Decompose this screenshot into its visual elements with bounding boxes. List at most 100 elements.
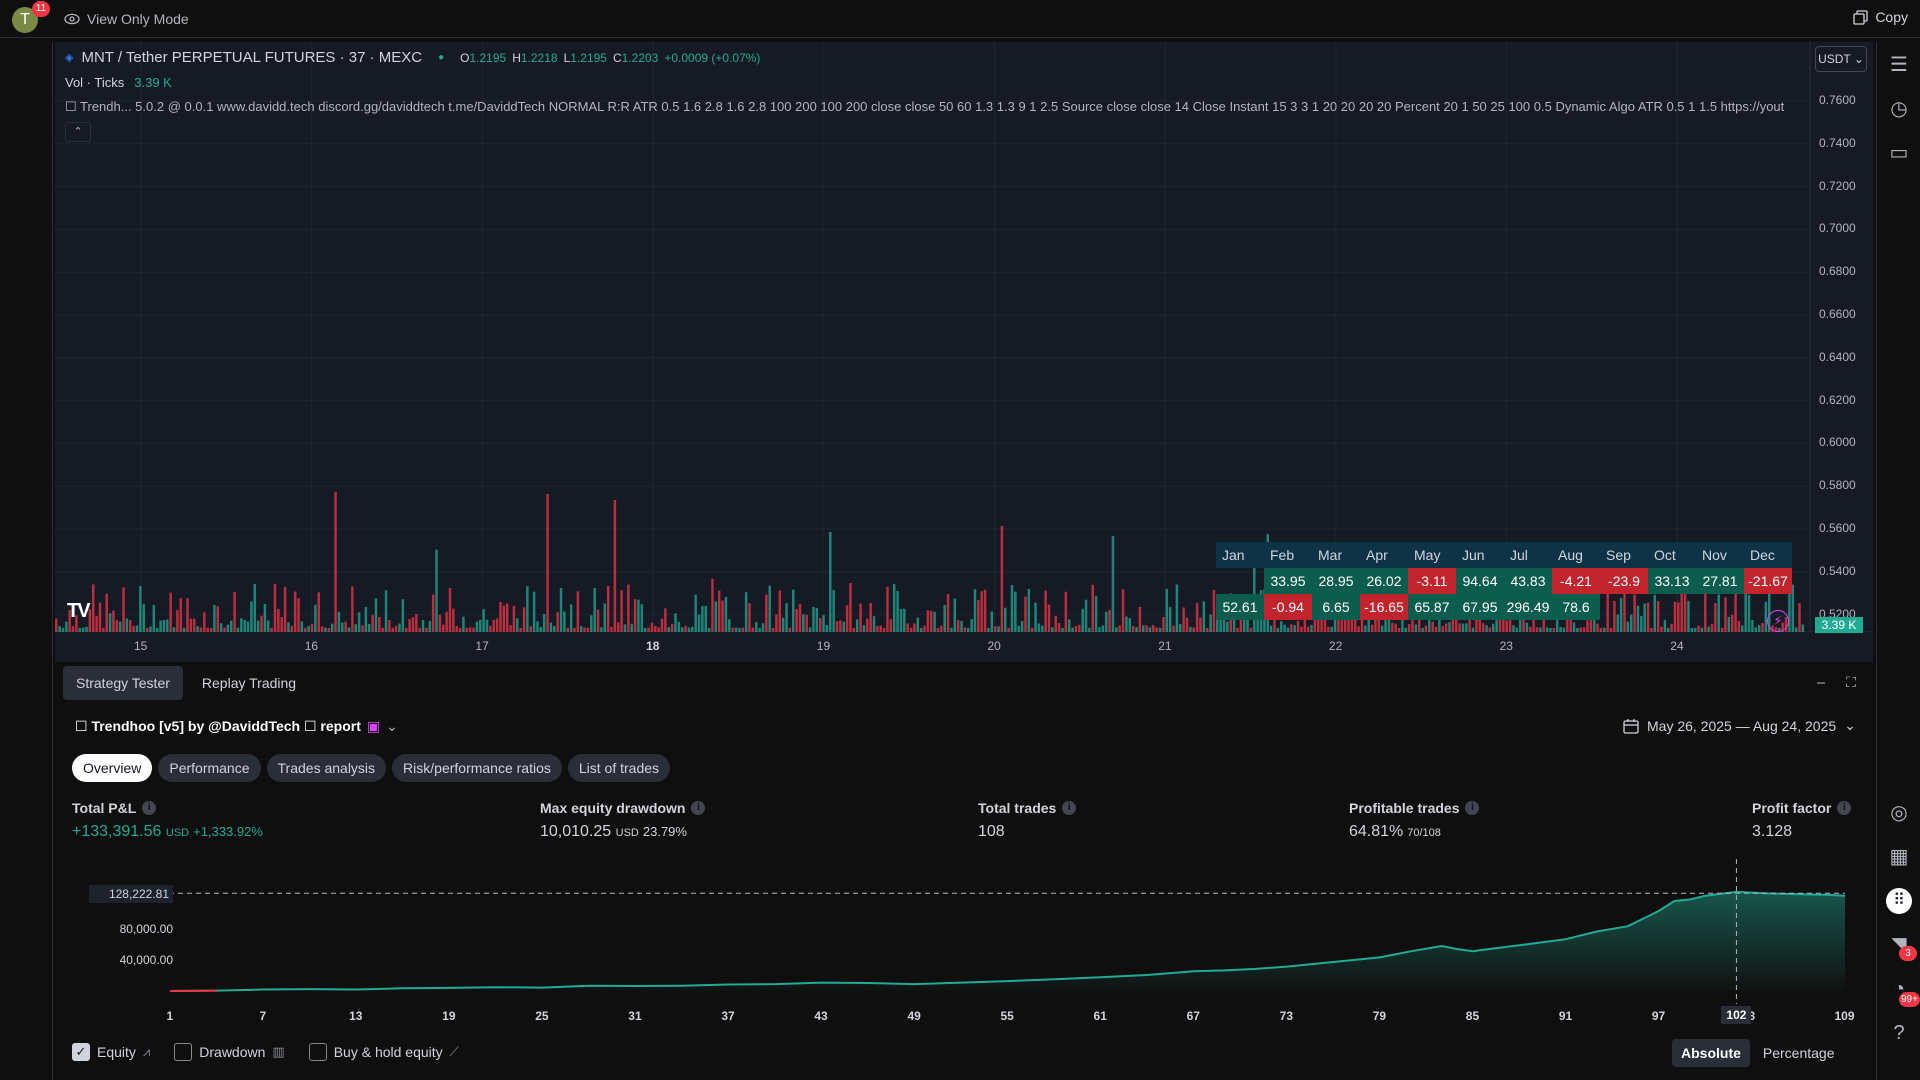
- volume-bar: [1559, 627, 1562, 632]
- volume-label[interactable]: Vol · Ticks: [65, 75, 125, 90]
- tab-replay-trading[interactable]: Replay Trading: [201, 675, 297, 691]
- buyhold-toggle[interactable]: Buy & hold equity ⟋: [308, 1043, 459, 1061]
- chat-icon[interactable]: ▭: [1889, 142, 1909, 164]
- indicator-legend[interactable]: ☐ Trendh... 5.0.2 @ 0.0.1 www.davidd.tec…: [65, 99, 1785, 114]
- volume-bar: [118, 621, 122, 632]
- volume-bar: [596, 609, 600, 632]
- volume-bar: [1074, 626, 1078, 632]
- checkbox-checked-icon[interactable]: ✓: [72, 1043, 90, 1061]
- equity-area: [170, 891, 1845, 991]
- tab-strategy-tester[interactable]: Strategy Tester: [63, 666, 183, 700]
- volume-bar: [428, 620, 432, 632]
- month-header: Apr: [1360, 542, 1408, 568]
- volume-bar: [862, 625, 866, 632]
- collapse-legend-button[interactable]: ⌃: [65, 122, 91, 142]
- volume-bar: [953, 598, 957, 632]
- watchlist-icon[interactable]: ☰: [1890, 54, 1908, 76]
- alerts-clock-icon[interactable]: ◷: [1890, 98, 1908, 120]
- copy-button[interactable]: Copy: [1853, 9, 1908, 25]
- volume-bar: [88, 609, 92, 632]
- volume-bar: [822, 615, 825, 632]
- volume-bar: [125, 618, 129, 632]
- monthly-returns-table: Jan Feb Mar Apr May Jun Jul Aug Sep Oct Nov Dec 33.…: [1216, 542, 1792, 620]
- bolt-icon[interactable]: ⚡: [1767, 610, 1789, 632]
- volume-bar: [330, 623, 334, 632]
- volume-bar: [1004, 607, 1007, 632]
- volume-bar: [758, 628, 761, 632]
- equity-options: ✓ Equity ⩘ Drawdown ▥ Buy & hold equity ⟋: [72, 1043, 459, 1061]
- checkbox-icon[interactable]: [174, 1043, 193, 1061]
- volume-bar: [613, 500, 617, 632]
- volume-bar: [697, 614, 701, 632]
- tab-performance[interactable]: Performance: [158, 754, 261, 782]
- volume-bar: [1226, 621, 1229, 632]
- currency-dropdown[interactable]: USDT ⌄: [1815, 46, 1867, 72]
- volume-bar: [344, 621, 347, 632]
- volume-bar: [899, 609, 903, 632]
- volume-bar: [1182, 607, 1185, 632]
- price-label: 0.6600: [1819, 307, 1856, 321]
- mode-absolute[interactable]: Absolute: [1672, 1039, 1750, 1067]
- strategy-selector[interactable]: ☐ Trendhoo [v5] by @DaviddTech ☐ report …: [75, 718, 398, 735]
- minimize-icon[interactable]: ⎯: [1816, 674, 1825, 691]
- volume-bar: [606, 586, 610, 632]
- maximize-icon[interactable]: ⛶: [1846, 674, 1856, 690]
- volume-bar: [788, 627, 792, 632]
- checkbox-icon[interactable]: [308, 1043, 327, 1061]
- volume-bar: [253, 584, 257, 632]
- calendar-icon[interactable]: ▦: [1889, 846, 1909, 868]
- volume-bar: [1219, 612, 1222, 632]
- drawdown-toggle[interactable]: Drawdown ▥: [174, 1043, 285, 1061]
- view-only-mode[interactable]: View Only Mode: [64, 10, 189, 28]
- volume-bar: [1434, 626, 1438, 632]
- volume-bar: [573, 628, 576, 632]
- tab-overview[interactable]: Overview: [72, 754, 153, 782]
- volume-bar: [1801, 624, 1805, 632]
- volume-bar: [223, 627, 226, 632]
- tab-list-of-trades[interactable]: List of trades: [567, 754, 671, 782]
- help-icon[interactable]: ?: [1893, 1022, 1905, 1044]
- tradingview-logo[interactable]: TV: [67, 600, 91, 622]
- volume-bar: [1014, 591, 1017, 632]
- time-label: 20: [987, 639, 1001, 653]
- equity-x-label: 1: [166, 1009, 174, 1023]
- date-range-selector[interactable]: May 26, 2025 — Aug 24, 2025 ⌄: [1623, 717, 1856, 734]
- volume-bar: [1421, 627, 1424, 632]
- volume-bar: [512, 605, 516, 632]
- gauge-icon[interactable]: ◎: [1890, 802, 1908, 824]
- equity-toggle[interactable]: ✓ Equity ⩘: [72, 1043, 150, 1061]
- symbol-title[interactable]: MNT / Tether PERPETUAL FUTURES · 37 · ME…: [81, 49, 423, 66]
- volume-legend: Vol · Ticks 3.39 K: [65, 75, 172, 90]
- tab-trades-analysis[interactable]: Trades analysis: [266, 754, 387, 782]
- volume-bar: [1041, 625, 1044, 632]
- volume-bar: [489, 625, 492, 632]
- chart-pane[interactable]: ◈ MNT / Tether PERPETUAL FUTURES · 37 · …: [55, 42, 1873, 662]
- info-icon[interactable]: i: [142, 801, 157, 815]
- volume-bar: [1283, 624, 1286, 632]
- volume-bar: [192, 618, 196, 632]
- volume-bar: [1138, 606, 1142, 632]
- volume-bar: [425, 627, 428, 632]
- info-icon[interactable]: i: [1465, 801, 1480, 815]
- tab-risk-performance[interactable]: Risk/performance ratios: [392, 754, 562, 782]
- volume-bar: [876, 626, 879, 632]
- volume-bar: [246, 621, 250, 632]
- volume-bar: [869, 602, 872, 632]
- mode-percentage[interactable]: Percentage: [1762, 1045, 1835, 1061]
- info-icon[interactable]: i: [1062, 801, 1077, 815]
- volume-bar: [1663, 619, 1667, 632]
- info-icon[interactable]: i: [1837, 801, 1852, 815]
- equity-x-label: 49: [907, 1009, 921, 1023]
- volume-bar: [744, 592, 748, 632]
- apps-grid-icon[interactable]: ⠿: [1886, 888, 1912, 914]
- metric-total-trades: Total trades i 108: [978, 800, 1077, 841]
- equity-x-label: 79: [1372, 1009, 1387, 1023]
- info-icon[interactable]: i: [691, 801, 706, 815]
- equity-chart[interactable]: [55, 859, 1873, 1009]
- volume-bar: [81, 627, 85, 632]
- volume-bar: [1034, 602, 1037, 632]
- volume-bar: [1323, 615, 1327, 632]
- volume-bar: [65, 621, 68, 632]
- volume-bar: [1189, 626, 1192, 632]
- volume-bar: [1764, 601, 1768, 632]
